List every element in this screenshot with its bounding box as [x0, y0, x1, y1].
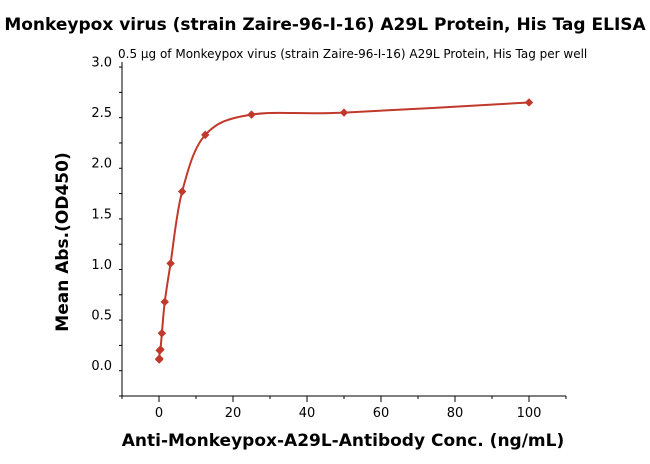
data-point-diamond: [155, 354, 164, 363]
y-axis-ticks: 0.0 0.5 1.0 1.5 2.0 2.5 3.0: [91, 56, 122, 397]
fit-curve: [158, 101, 530, 361]
data-point-diamond: [157, 329, 167, 338]
y-tick-label: 1.5: [91, 207, 112, 222]
data-point-diamond: [339, 108, 349, 117]
chart-subtitle: 0.5 μg of Monkeypox virus (strain Zaire-…: [118, 47, 587, 61]
x-axis-title: Anti-Monkeypox-A29L-Antibody Conc. (ng/m…: [122, 431, 565, 451]
x-tick-label: 60: [373, 406, 390, 421]
data-point-diamond: [166, 259, 175, 268]
data-points: [154, 98, 534, 364]
data-point-diamond: [160, 297, 169, 307]
y-tick-label: 0.0: [91, 359, 112, 374]
y-tick-label: 1.0: [91, 258, 112, 273]
data-point-diamond: [201, 130, 210, 140]
data-point-diamond: [247, 110, 256, 119]
x-tick-label: 40: [299, 406, 316, 421]
data-point-diamond: [177, 187, 187, 196]
y-axis-title: Mean Abs.(OD450): [53, 152, 73, 331]
x-tick-label: 100: [517, 406, 542, 421]
x-axis-ticks: 0 20 40 60 80 100: [121, 396, 567, 421]
chart-title: Monkeypox virus (strain Zaire-96-I-16) A…: [4, 15, 646, 35]
y-tick-label: 2.5: [91, 106, 112, 121]
data-point-diamond: [156, 345, 165, 354]
x-tick-label: 20: [225, 406, 242, 421]
data-point-diamond: [524, 98, 534, 107]
y-tick-label: 2.0: [91, 157, 112, 172]
y-tick-label: 3.0: [91, 56, 112, 71]
x-tick-label: 80: [447, 406, 464, 421]
x-tick-label: 0: [155, 406, 163, 421]
y-tick-label: 0.5: [91, 309, 112, 324]
